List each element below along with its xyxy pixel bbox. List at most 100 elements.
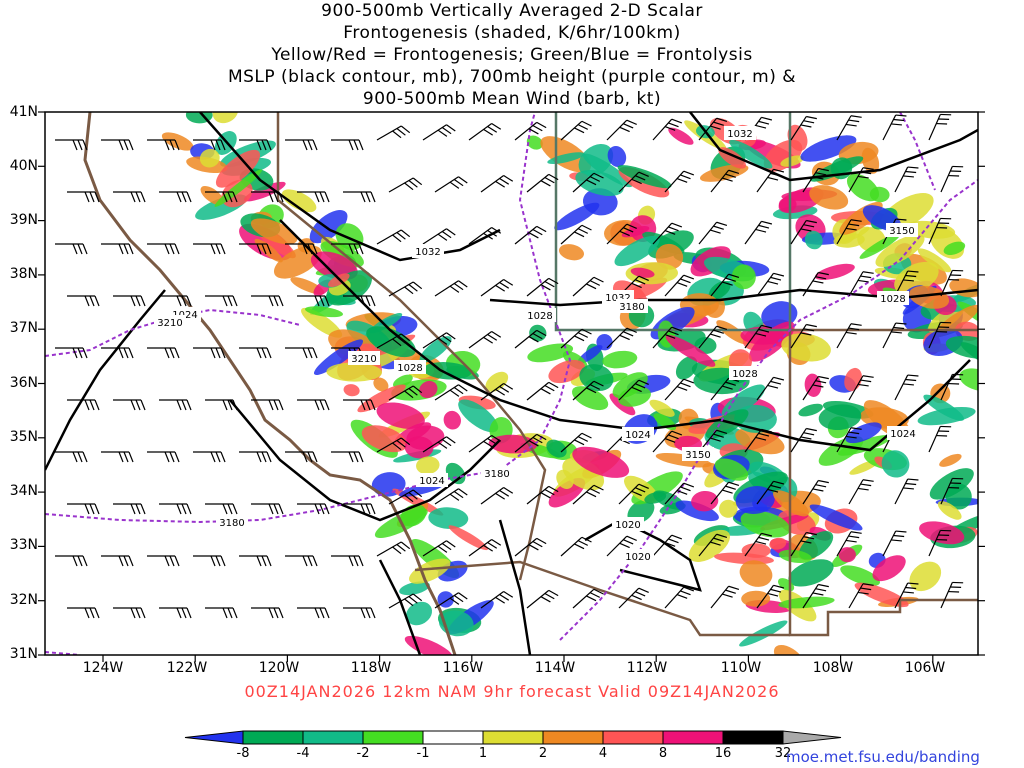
wind-barb — [480, 279, 514, 297]
mslp-label: 1028 — [880, 294, 905, 305]
wind-barb — [376, 541, 411, 557]
shading-blob — [778, 549, 812, 564]
wind-barb — [698, 221, 728, 245]
wind-barb — [928, 321, 952, 349]
wind-barb — [422, 228, 456, 245]
colorbar-label: -8 — [236, 746, 250, 761]
wind-barb — [434, 176, 468, 193]
shading-blob — [393, 374, 413, 388]
wind-barb — [652, 534, 683, 557]
wind-barb — [434, 592, 468, 609]
colorbar — [184, 730, 842, 745]
shading-blob — [310, 251, 358, 281]
wind-barb — [802, 583, 829, 609]
shading-blob — [731, 264, 756, 290]
wind-barb — [848, 375, 874, 401]
mslp-contour — [498, 519, 532, 655]
wind-barb — [468, 123, 502, 141]
wind-barb — [468, 435, 502, 453]
shading-blob — [739, 560, 773, 587]
height-contour — [45, 308, 301, 357]
shading-blob — [838, 435, 892, 456]
lon-label: 112W — [626, 660, 668, 676]
wind-barb — [113, 503, 146, 515]
mslp-label: 1032 — [415, 247, 440, 258]
contour-label-bg — [216, 515, 248, 529]
wind-barb — [331, 139, 364, 151]
wind-barb — [940, 165, 964, 193]
wind-barb — [894, 374, 919, 401]
mslp-label: 1024 — [890, 429, 915, 440]
wind-barb — [193, 451, 226, 463]
mslp-contour — [378, 559, 422, 655]
wind-barb — [205, 191, 238, 203]
wind-barb — [147, 451, 180, 463]
shading-blob — [909, 285, 950, 309]
contour-label-bg — [724, 126, 756, 140]
lat-label: 37N — [9, 320, 38, 336]
wind-barb — [606, 119, 637, 141]
wind-barb — [422, 540, 456, 557]
wind-barb — [560, 536, 592, 557]
wind-barb — [297, 399, 330, 411]
lat-label: 39N — [9, 212, 38, 228]
shading-blob — [200, 186, 224, 205]
title-line: MSLP (black contour, mb), 700mb height (… — [227, 67, 797, 87]
wind-barb — [744, 220, 773, 245]
wind-barb — [928, 217, 952, 245]
wind-barb — [514, 433, 547, 453]
shading-blob — [665, 335, 716, 367]
wind-barb — [205, 503, 238, 515]
wind-barb — [618, 483, 649, 505]
shading-blob — [409, 558, 451, 584]
shading-blob — [675, 500, 719, 522]
contour-label-bg — [886, 223, 918, 237]
shading-blob — [800, 135, 857, 162]
wind-barb — [710, 273, 740, 297]
wind-barb — [526, 485, 559, 505]
shading-blob — [719, 499, 738, 518]
wind-barb — [560, 120, 592, 141]
wind-barb — [159, 399, 192, 411]
wind-barb — [664, 586, 695, 609]
shading-blob — [838, 547, 856, 563]
wind-barb — [285, 139, 318, 151]
shading-blob — [630, 267, 655, 278]
colorbar-min-arrow — [184, 730, 244, 745]
wind-barb — [297, 295, 330, 307]
wind-barb — [710, 169, 740, 193]
wind-barb — [664, 274, 695, 297]
credit-link[interactable]: moe.met.fsu.edu/banding — [786, 748, 980, 766]
lon-label: 110W — [720, 660, 762, 676]
contour-label-bg — [612, 517, 644, 531]
wind-barb — [147, 555, 180, 567]
wind-barb — [101, 139, 134, 151]
mslp-contour — [689, 112, 978, 182]
wind-barb — [388, 593, 423, 609]
shading-blob — [919, 521, 965, 545]
wind-barb — [468, 539, 502, 557]
colorbar-label: 8 — [658, 746, 668, 761]
lat-label: 32N — [9, 592, 38, 608]
axis-ticks — [38, 111, 985, 662]
shading-blob — [668, 127, 694, 145]
height-contour — [899, 112, 936, 191]
wind-barb — [526, 381, 559, 401]
shading-blob — [804, 230, 823, 250]
shading-blob — [458, 399, 499, 433]
wind-barb — [698, 117, 728, 141]
shading-blob — [617, 165, 672, 189]
wind-barb — [113, 191, 146, 203]
shading-blob — [399, 581, 430, 596]
colorbar-label: -1 — [416, 746, 430, 761]
wind-barb — [836, 323, 862, 349]
wind-barb — [756, 168, 785, 193]
wind-barb — [802, 479, 829, 505]
wind-barb — [101, 555, 134, 567]
shading-blob — [579, 364, 614, 392]
colorbar-label: 16 — [714, 746, 732, 761]
coastline — [83, 112, 457, 655]
wind-barb — [572, 588, 604, 609]
wind-barb — [55, 451, 88, 463]
wind-barb — [147, 243, 180, 255]
